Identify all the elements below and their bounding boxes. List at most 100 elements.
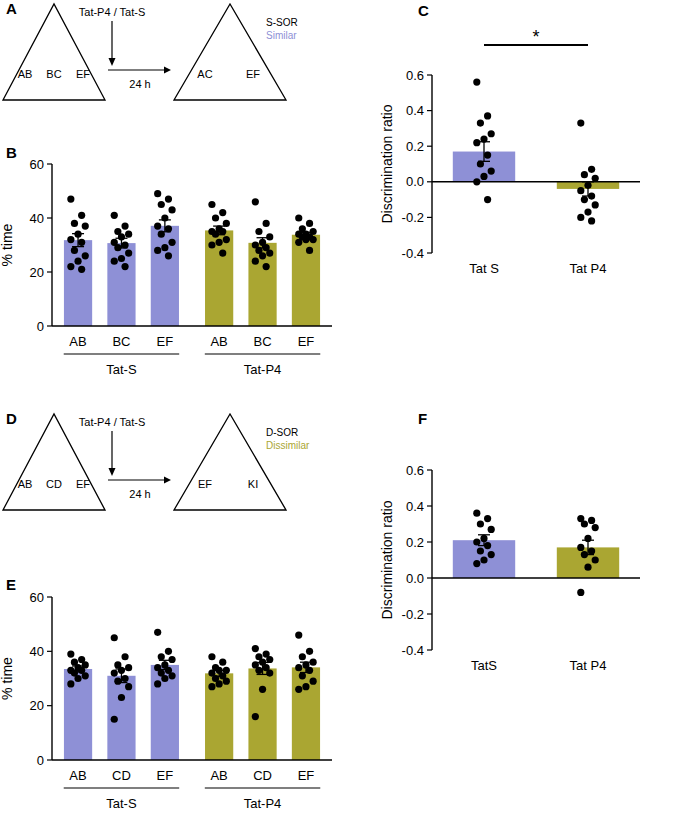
bar — [292, 667, 320, 760]
y-tick-label: -0.2 — [402, 607, 424, 622]
data-point — [168, 672, 175, 679]
data-point — [67, 263, 74, 270]
data-point — [168, 206, 175, 213]
data-point — [121, 675, 128, 682]
group-label: Tat-S — [106, 796, 137, 811]
y-tick — [427, 649, 432, 650]
error-bar — [257, 238, 269, 248]
data-point — [223, 678, 230, 685]
error-bar — [300, 662, 312, 672]
category-label: CD — [253, 768, 272, 783]
data-point — [306, 247, 313, 254]
y-tick-label: -0.4 — [402, 643, 424, 658]
data-point — [161, 675, 168, 682]
object-label: EF — [198, 478, 212, 490]
y-tick-label: 0.6 — [406, 463, 424, 478]
object-label: AC — [197, 68, 212, 80]
marks — [453, 510, 619, 596]
y-axis — [51, 164, 52, 326]
error-cap — [213, 670, 225, 671]
data-point — [295, 239, 302, 246]
data-point — [111, 716, 118, 723]
y-axis-title: Discrimination ratio — [379, 104, 395, 223]
panel-label: E — [6, 576, 16, 593]
y-tick — [427, 541, 432, 542]
category-label: TatS — [471, 658, 497, 673]
y-tick — [47, 325, 52, 326]
panel-label: C — [418, 2, 429, 19]
data-point — [165, 648, 172, 655]
category-label: EF — [298, 768, 315, 783]
data-point — [223, 236, 230, 243]
bar — [248, 668, 276, 760]
data-point — [154, 680, 161, 687]
data-point — [295, 664, 302, 671]
y-tick — [47, 163, 52, 164]
error-cap — [159, 660, 171, 661]
data-point — [259, 252, 266, 259]
data-point — [592, 175, 599, 182]
error-bar — [582, 540, 594, 554]
bar — [64, 669, 92, 760]
error-cap — [213, 676, 225, 677]
data-point — [299, 653, 306, 660]
y-tick-label: 0.2 — [406, 139, 424, 154]
data-point — [208, 241, 215, 248]
y-tick — [427, 181, 432, 182]
error-line — [121, 238, 122, 248]
error-line — [164, 660, 165, 669]
group-line — [205, 787, 320, 788]
y-tick-label: 60 — [30, 157, 44, 172]
data-point — [473, 560, 480, 567]
data-point — [480, 556, 487, 563]
chart: E0204060% timeTat-STat-P4ABCDEFABCDEF — [0, 576, 332, 811]
data-point — [219, 228, 226, 235]
category-label: EF — [298, 334, 315, 349]
data-point — [82, 252, 89, 259]
object-label: EF — [76, 68, 90, 80]
error-cap — [582, 195, 594, 196]
data-point — [252, 198, 259, 205]
y-tick — [47, 705, 52, 706]
data-point — [111, 258, 118, 265]
error-line — [587, 540, 588, 554]
category-label: EF — [157, 768, 174, 783]
error-cap — [115, 682, 127, 683]
error-bar — [159, 660, 171, 669]
x-axis — [52, 759, 332, 760]
data-point — [477, 119, 484, 126]
data-point — [154, 629, 161, 636]
y-tick-label: 0.4 — [406, 103, 424, 118]
y-tick — [427, 469, 432, 470]
data-point — [306, 648, 313, 655]
y-tick-label: 40 — [30, 211, 44, 226]
data-point — [154, 190, 161, 197]
data-point — [111, 212, 118, 219]
data-point — [480, 173, 487, 180]
data-point — [212, 214, 219, 221]
data-point — [255, 228, 262, 235]
error-cap — [72, 665, 84, 666]
data-point — [125, 683, 132, 690]
panel-label: F — [418, 410, 427, 427]
data-point — [208, 201, 215, 208]
y-tick-label: -0.2 — [402, 210, 424, 225]
object-label: EF — [76, 478, 90, 490]
data-point — [71, 220, 78, 227]
bar — [248, 243, 276, 326]
error-cap — [257, 662, 269, 663]
data-point — [111, 669, 118, 676]
y-axis-title: % time — [0, 657, 15, 700]
data-point — [219, 659, 226, 666]
data-point — [67, 196, 74, 203]
error-cap — [300, 232, 312, 233]
data-point — [295, 631, 302, 638]
y-tick-label: 0.4 — [406, 499, 424, 514]
y-axis — [431, 75, 432, 253]
y-tick-label: 20 — [30, 265, 44, 280]
category-label: AB — [69, 768, 86, 783]
group-line — [64, 353, 179, 354]
y-axis-title: % time — [0, 223, 15, 266]
arrow — [111, 431, 112, 470]
y-tick-label: 0 — [37, 319, 44, 334]
